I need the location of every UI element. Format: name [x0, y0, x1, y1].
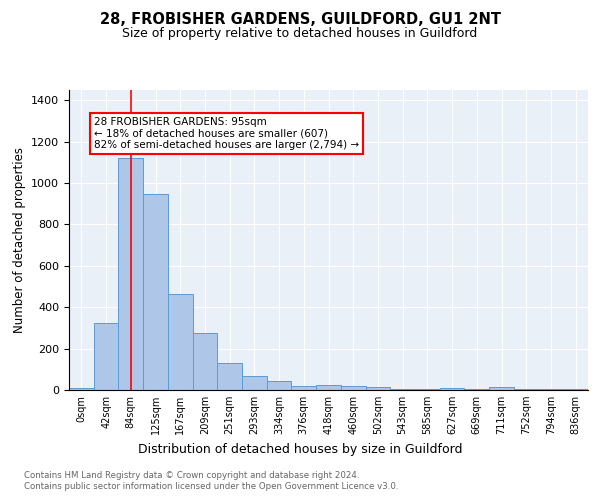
Bar [118, 158, 143, 390]
Bar [440, 388, 464, 390]
Bar [292, 386, 316, 390]
Text: Size of property relative to detached houses in Guildford: Size of property relative to detached ho… [122, 28, 478, 40]
Bar [514, 389, 539, 390]
Bar [365, 387, 390, 390]
Bar [217, 363, 242, 390]
Bar [415, 389, 440, 390]
Bar [390, 389, 415, 390]
Bar [168, 294, 193, 390]
Text: 28, FROBISHER GARDENS, GUILDFORD, GU1 2NT: 28, FROBISHER GARDENS, GUILDFORD, GU1 2N… [100, 12, 500, 28]
Y-axis label: Number of detached properties: Number of detached properties [13, 147, 26, 333]
Bar [464, 389, 489, 390]
Text: Distribution of detached houses by size in Guildford: Distribution of detached houses by size … [138, 442, 462, 456]
Bar [341, 386, 365, 390]
Bar [69, 388, 94, 390]
Bar [489, 387, 514, 390]
Bar [143, 194, 168, 390]
Text: Contains public sector information licensed under the Open Government Licence v3: Contains public sector information licen… [24, 482, 398, 491]
Bar [316, 386, 341, 390]
Bar [94, 323, 118, 390]
Bar [539, 389, 563, 390]
Bar [193, 333, 217, 390]
Text: 28 FROBISHER GARDENS: 95sqm
← 18% of detached houses are smaller (607)
82% of se: 28 FROBISHER GARDENS: 95sqm ← 18% of det… [94, 117, 359, 150]
Bar [242, 376, 267, 390]
Bar [563, 389, 588, 390]
Text: Contains HM Land Registry data © Crown copyright and database right 2024.: Contains HM Land Registry data © Crown c… [24, 471, 359, 480]
Bar [267, 380, 292, 390]
